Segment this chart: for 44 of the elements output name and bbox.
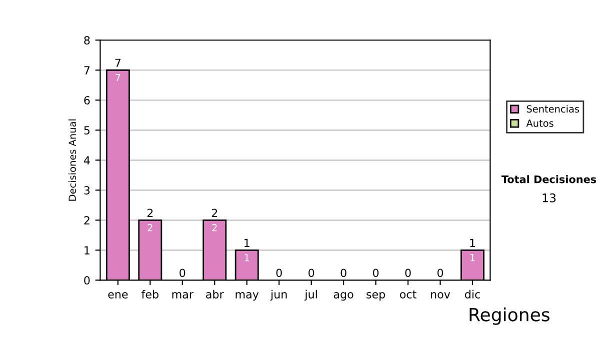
x-tick-label: jun bbox=[270, 290, 287, 301]
text: Regiones bbox=[470, 307, 550, 325]
total-label: 0 bbox=[276, 268, 282, 278]
text: Total Decisiones bbox=[501, 175, 596, 184]
data-label: 2 bbox=[212, 224, 217, 232]
total-label: 0 bbox=[340, 268, 346, 278]
total-label: 0 bbox=[180, 268, 186, 278]
x-tick-label: jul bbox=[304, 290, 317, 301]
total-label: 2 bbox=[147, 208, 153, 217]
data-label: 7 bbox=[116, 74, 120, 82]
y-tick-label: 0 bbox=[84, 276, 90, 285]
y-tick-label: 4 bbox=[84, 156, 90, 164]
total-label: 0 bbox=[437, 268, 444, 278]
text: 13 bbox=[542, 193, 556, 202]
x-tick-label: feb bbox=[142, 290, 158, 298]
total-label: 7 bbox=[115, 58, 121, 67]
y-axis-title: Decisiones Anual bbox=[68, 119, 76, 201]
x-tick-label: nov bbox=[431, 292, 450, 298]
y-tick-label: 8 bbox=[84, 36, 90, 44]
data-label: 1 bbox=[244, 254, 250, 262]
data-label: 1 bbox=[470, 254, 475, 262]
x-tick-label: abr bbox=[206, 290, 224, 298]
total-label: 0 bbox=[308, 268, 314, 278]
total-label: 1 bbox=[470, 238, 475, 247]
total-label: 0 bbox=[372, 268, 379, 278]
y-tick-label: 6 bbox=[84, 96, 90, 105]
x-tick-label: ago bbox=[334, 292, 354, 301]
x-tick-label: may bbox=[236, 292, 259, 301]
legend-label: Autos bbox=[526, 120, 554, 127]
total-label: 2 bbox=[212, 208, 218, 217]
x-tick-label: ene bbox=[108, 292, 128, 298]
y-tick-label: 5 bbox=[84, 126, 90, 135]
x-tick-label: dic bbox=[464, 290, 480, 298]
total-label: 0 bbox=[405, 268, 411, 278]
y-tick-label: 3 bbox=[84, 186, 90, 195]
y-tick-label: 7 bbox=[84, 66, 90, 74]
legend-label: Sentencias bbox=[526, 105, 580, 113]
x-tick-label: mar bbox=[172, 292, 194, 298]
data-label: 2 bbox=[148, 224, 152, 232]
x-tick-label: sep bbox=[366, 292, 386, 301]
y-tick-label: 1 bbox=[84, 246, 90, 254]
x-tick-label: oct bbox=[400, 290, 416, 298]
y-tick-label: 2 bbox=[84, 216, 90, 224]
total-label: 1 bbox=[244, 238, 250, 247]
